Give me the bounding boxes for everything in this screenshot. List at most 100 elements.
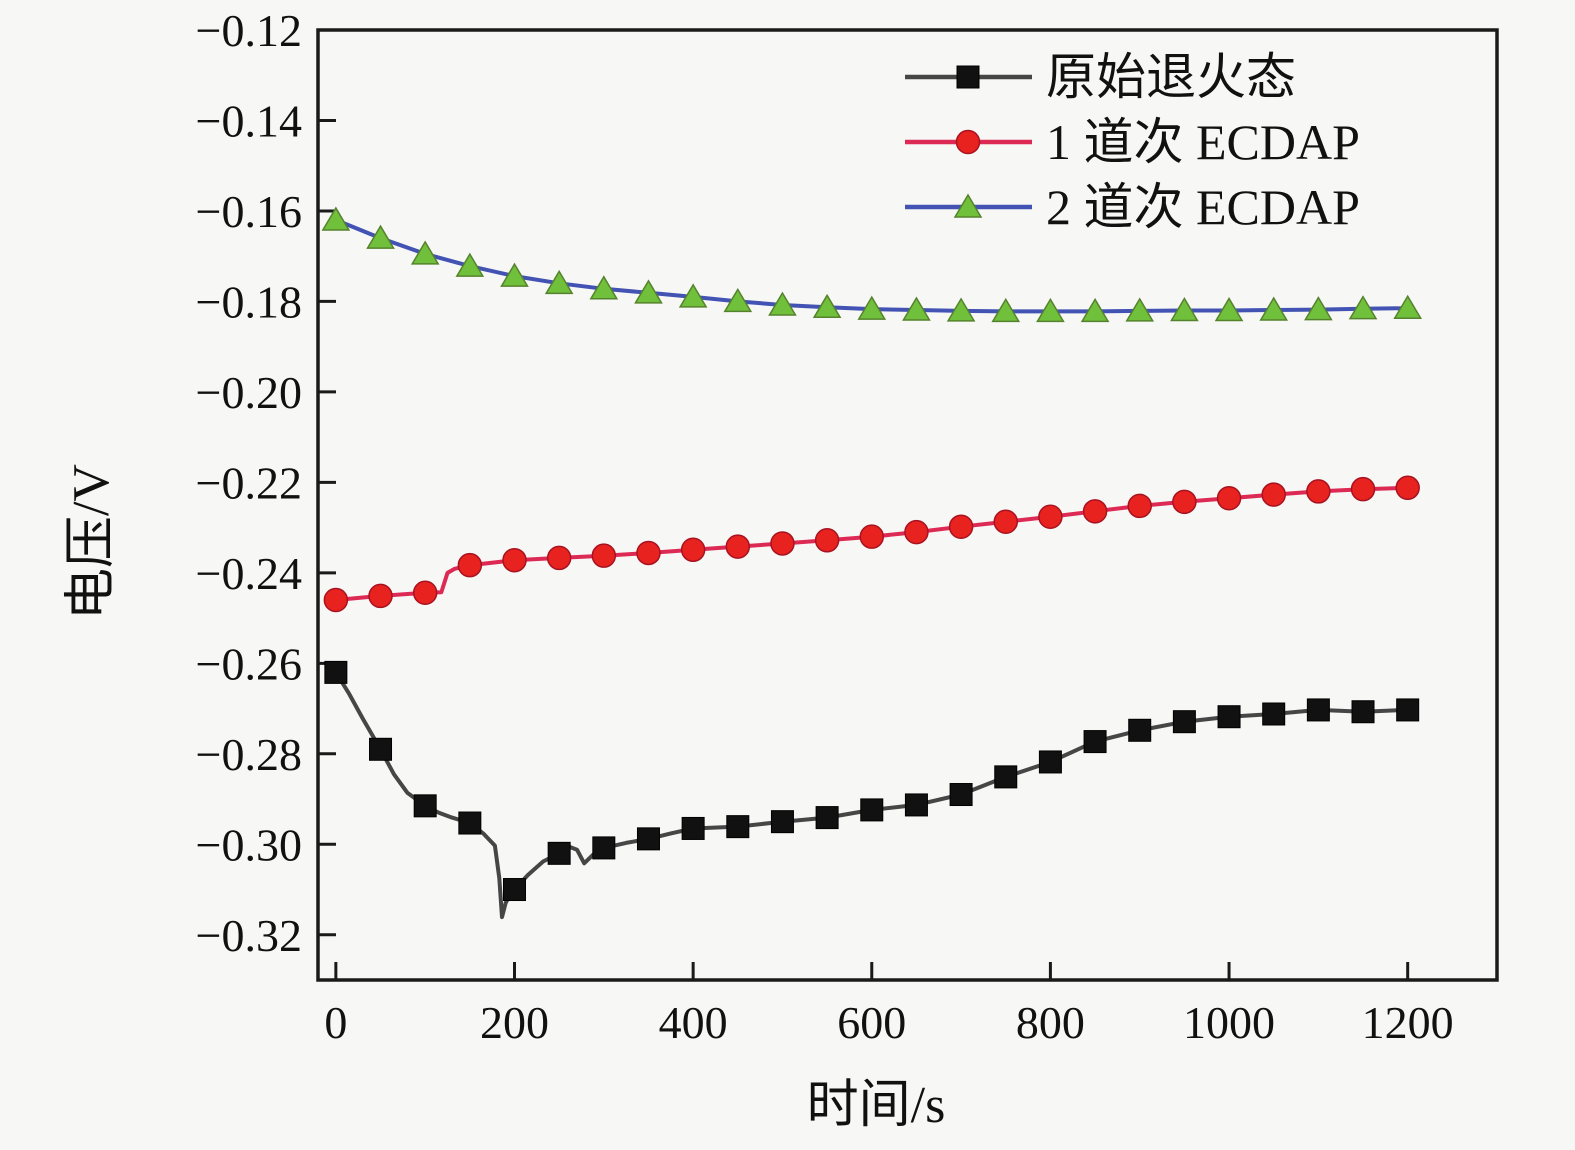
marker-circle: [904, 519, 929, 545]
marker-circle: [1395, 475, 1420, 501]
marker-triangle: [321, 206, 351, 231]
marker-square: [726, 815, 750, 839]
marker-triangle: [902, 296, 931, 321]
marker-circle: [591, 543, 617, 568]
marker-square: [1262, 702, 1286, 726]
y-tick-label: −0.18: [196, 276, 302, 327]
y-tick-label: −0.32: [196, 910, 302, 961]
markers-ecdap-2-pass: [321, 206, 1422, 323]
marker-circle: [1306, 479, 1331, 504]
y-tick-label: −0.12: [196, 5, 302, 56]
marker-triangle: [991, 297, 1021, 323]
marker-triangle: [410, 240, 440, 265]
marker-circle: [948, 514, 974, 539]
marker-circle: [412, 580, 438, 606]
marker-circle: [993, 509, 1018, 534]
marker-circle: [1038, 504, 1063, 530]
marker-triangle: [946, 297, 976, 322]
marker-triangle: [723, 287, 753, 313]
y-tick-label: −0.16: [196, 186, 302, 237]
y-axis: −0.32 −0.30 −0.28 −0.26 −0.24 −0.22 −0.20 −0.18…: [196, 5, 336, 961]
x-tick-label: 0: [324, 997, 347, 1048]
marker-circle: [1216, 485, 1242, 511]
marker-circle: [725, 534, 751, 559]
legend-label: 原始退火态: [1046, 49, 1296, 105]
marker-square: [1217, 705, 1241, 729]
marker-circle: [814, 528, 840, 553]
marker-triangle: [1393, 294, 1422, 319]
marker-square: [1396, 698, 1420, 722]
marker-square: [770, 810, 794, 834]
marker-triangle: [1214, 297, 1244, 322]
legend: 原始退火态 1 道次 ECDAP 2 道次 ECDAP: [905, 49, 1360, 235]
marker-circle: [323, 587, 349, 613]
marker-circle: [1127, 493, 1152, 519]
marker-square: [1038, 750, 1062, 774]
marker-triangle: [768, 291, 797, 316]
x-tick-label: 200: [480, 997, 549, 1048]
marker-circle: [1350, 476, 1376, 502]
marker-square: [956, 65, 980, 89]
y-axis-title: 电压/V: [63, 464, 120, 620]
marker-triangle: [455, 252, 485, 277]
marker-square: [949, 783, 973, 807]
y-tick-label: −0.20: [196, 367, 302, 418]
marker-square: [860, 798, 884, 822]
marker-square: [994, 765, 1018, 789]
marker-triangle: [1036, 297, 1065, 323]
marker-triangle: [500, 262, 529, 287]
x-axis-title: 时间/s: [807, 1077, 946, 1134]
series-line-original-annealed: [333, 670, 1410, 920]
legend-label: 2 道次 ECDAP: [1046, 179, 1360, 235]
marker-square: [413, 794, 437, 818]
marker-triangle: [589, 275, 619, 300]
marker-circle: [770, 531, 795, 556]
marker-square: [458, 811, 482, 835]
marker-circle: [502, 547, 527, 573]
marker-circle: [457, 552, 483, 578]
marker-square: [1306, 698, 1330, 722]
marker-circle: [546, 545, 572, 571]
series-markers: [321, 206, 1422, 902]
marker-circle: [1172, 489, 1197, 515]
marker-triangle: [634, 279, 663, 304]
marker-square: [324, 660, 348, 684]
marker-square: [1172, 710, 1196, 734]
marker-triangle: [1348, 295, 1378, 320]
marker-circle: [955, 129, 981, 155]
marker-square: [636, 827, 660, 851]
y-tick-label: −0.30: [196, 819, 302, 870]
marker-circle: [368, 583, 393, 609]
y-tick-label: −0.24: [196, 548, 302, 599]
plot-border: [316, 28, 1499, 982]
marker-square: [547, 841, 571, 865]
marker-square: [503, 878, 526, 902]
marker-triangle: [1259, 296, 1289, 321]
marker-triangle: [366, 224, 395, 249]
marker-circle: [859, 524, 885, 549]
marker-square: [1351, 700, 1375, 724]
marker-triangle: [1170, 297, 1199, 322]
marker-square: [681, 816, 705, 840]
marker-square: [904, 793, 928, 817]
marker-triangle: [953, 193, 983, 218]
marker-triangle: [544, 269, 574, 295]
marker-square: [1128, 718, 1152, 742]
y-tick-label: −0.28: [196, 729, 302, 780]
marker-square: [592, 836, 616, 860]
marker-triangle: [678, 283, 708, 308]
marker-triangle: [812, 293, 842, 319]
y-tick-label: −0.22: [196, 457, 302, 508]
marker-triangle: [1125, 297, 1155, 322]
markers-original-annealed: [324, 660, 1420, 902]
marker-circle: [680, 537, 706, 563]
y-tick-label: −0.14: [196, 95, 302, 146]
x-tick-label: 1200: [1362, 997, 1454, 1048]
marker-square: [815, 806, 839, 830]
marker-triangle: [857, 295, 887, 320]
legend-label: 1 道次 ECDAP: [1046, 114, 1360, 170]
marker-circle: [1082, 499, 1108, 524]
y-tick-label: −0.26: [196, 638, 302, 689]
